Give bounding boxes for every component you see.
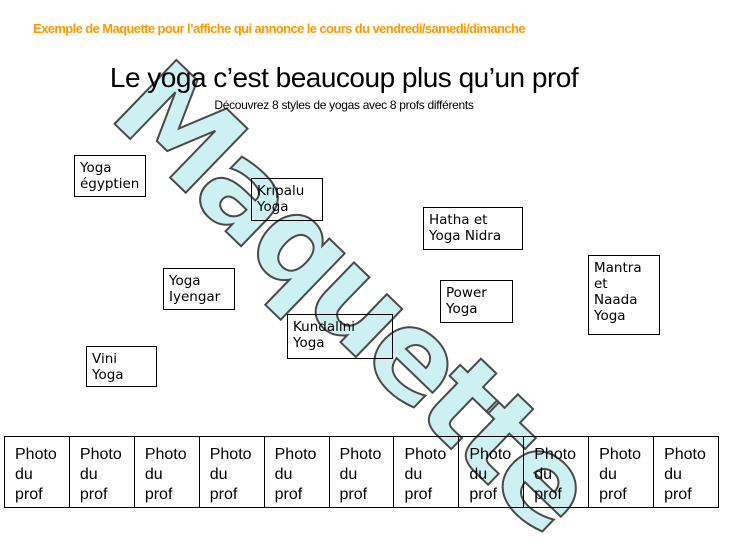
photo-placeholder: Photo du prof: [523, 436, 590, 508]
yoga-style-box-kripalu: Kripalu Yoga: [251, 178, 323, 221]
photo-placeholder: Photo du prof: [133, 436, 200, 508]
photo-placeholder: Photo du prof: [4, 436, 70, 508]
photo-placeholder: Photo du prof: [328, 436, 395, 508]
yoga-style-box-hatha-nidra: Hatha et Yoga Nidra: [423, 207, 523, 250]
yoga-style-box-iyengar: Yoga Iyengar: [163, 268, 235, 310]
title-block: Le yoga c’est beaucoup plus qu’un prof D…: [0, 62, 688, 113]
photo-placeholder: Photo du prof: [263, 436, 330, 508]
photo-placeholder-row: Photo du prof Photo du prof Photo du pro…: [4, 436, 719, 508]
page-subtitle: Découvrez 8 styles de yogas avec 8 profs…: [214, 98, 474, 112]
photo-placeholder: Photo du prof: [68, 436, 135, 508]
photo-placeholder: Photo du prof: [393, 436, 460, 508]
yoga-style-box-vini: Vini Yoga: [86, 346, 157, 387]
yoga-style-box-kundalini: Kundalini Yoga: [287, 314, 393, 359]
photo-placeholder: Photo du prof: [458, 436, 525, 508]
yoga-style-box-egyptien: Yoga égyptien: [74, 155, 146, 197]
photo-placeholder: Photo du prof: [653, 436, 719, 508]
yoga-style-box-power: Power Yoga: [440, 280, 513, 323]
photo-placeholder: Photo du prof: [198, 436, 265, 508]
yoga-style-box-mantra-naada: Mantra et Naada Yoga: [588, 255, 660, 335]
page-title: Le yoga c’est beaucoup plus qu’un prof: [109, 62, 579, 93]
photo-placeholder: Photo du prof: [588, 436, 655, 508]
header-note: Exemple de Maquette pour l’affiche qui a…: [33, 21, 526, 36]
